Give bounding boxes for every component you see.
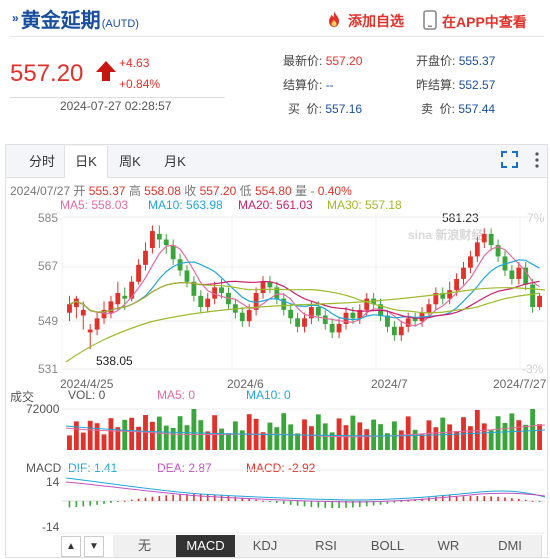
more-vertical-icon[interactable]	[534, 151, 540, 174]
scroll-down-button[interactable]: ▼	[84, 536, 104, 557]
max-price-label: 581.23	[442, 211, 479, 225]
phone-icon	[423, 10, 437, 33]
fullscreen-icon[interactable]	[501, 151, 518, 173]
prev-settle-label: 昨结算:	[416, 78, 456, 92]
tab-monthly-k[interactable]: 月K	[164, 154, 186, 169]
indicator-tab-macd[interactable]: MACD	[176, 535, 236, 557]
up-arrow-icon	[95, 60, 117, 87]
tab-timeshare[interactable]: 分时	[28, 154, 55, 169]
indicator-tab-none[interactable]: 无	[113, 535, 177, 557]
instrument-name: 黄金延期	[20, 10, 101, 32]
ohlc-low: 554.80	[254, 184, 292, 198]
settle-price-value: --	[325, 78, 334, 92]
price-tick-531: 531	[38, 362, 59, 376]
price-tick-567: 567	[38, 259, 59, 273]
last-price: 557.20	[10, 60, 84, 87]
volume-ma10: MA10: 0	[246, 388, 291, 402]
watermark: sina 新浪财经	[408, 228, 484, 242]
tab-weekly-k[interactable]: 周K	[119, 154, 141, 169]
double-chevron-icon: »	[12, 11, 19, 25]
open-price-value: 555.37	[458, 54, 496, 68]
ohlc-close-label: 收	[184, 184, 197, 198]
price-change: +4.63	[119, 56, 150, 70]
ohlc-close: 557.20	[199, 184, 237, 198]
prev-settle-row: 昨结算: 552.57	[416, 76, 495, 93]
ma5-legend: MA5: 558.03	[60, 198, 129, 212]
price-tick-585: 585	[38, 211, 59, 225]
date-tick-3: 2024/7/27	[493, 377, 547, 391]
min-price-label: 538.05	[96, 354, 133, 368]
macd-dif: DIF: 1.41	[68, 461, 118, 475]
date-tick-1: 2024/6	[227, 377, 264, 391]
ohlc-vol-label: 量	[295, 184, 308, 198]
ohlc-high-label: 高	[128, 184, 141, 198]
scroll-up-button[interactable]: ▲	[61, 536, 81, 557]
buy-price-label: 买 价:	[288, 102, 323, 116]
volume-tick: 72000	[26, 402, 60, 416]
open-price-label: 开盘价:	[416, 54, 456, 68]
date-tick-0: 2024/4/25	[60, 377, 114, 391]
pct-tick-bottom: -3%	[522, 362, 544, 376]
ohlc-pct: 0.40%	[317, 184, 352, 198]
add-watchlist-label: 添加自选	[348, 12, 404, 29]
instrument-code: (AUTD)	[101, 18, 139, 30]
macd-title: MACD	[26, 461, 62, 475]
sell-price-label: 卖 价:	[421, 102, 456, 116]
macd-value: MACD: -2.92	[246, 461, 316, 475]
buy-price-value: 557.16	[325, 102, 363, 116]
macd-tick-top: 14	[46, 475, 60, 489]
latest-price-row: 最新价: 557.20	[283, 52, 362, 69]
macd-tick-bottom: -14	[42, 520, 60, 534]
header-divider	[10, 36, 544, 37]
ohlc-vol: -	[310, 184, 315, 198]
pct-tick-top: 7%	[527, 211, 545, 225]
ma30-legend: MA30: 557.18	[327, 198, 402, 212]
settle-price-label: 结算价:	[283, 78, 323, 92]
page-title: » 黄金延期(AUTD)	[12, 4, 139, 33]
volume-ma5: MA5: 0	[157, 388, 196, 402]
buy-price-row: 买 价: 557.16	[288, 100, 362, 117]
ohlc-high: 558.08	[144, 184, 181, 198]
ohlc-info: 2024/07/27 开 555.37 高 558.08 收 557.20 低 …	[10, 182, 352, 199]
ma10-legend: MA10: 563.98	[148, 198, 223, 212]
macd-dea: DEA: 2.87	[157, 461, 212, 475]
sell-price-row: 卖 价: 557.44	[421, 100, 495, 117]
date-tick-2: 2024/7	[371, 377, 408, 391]
quote-datetime: 2024-07-27 02:28:57	[60, 99, 172, 113]
tab-daily-k[interactable]: 日K	[64, 146, 108, 178]
latest-price-value: 557.20	[325, 54, 363, 68]
fire-icon	[325, 10, 343, 31]
ohlc-low-label: 低	[239, 184, 252, 198]
ohlc-date: 2024/07/27	[10, 184, 71, 198]
indicator-tab-rsi[interactable]: RSI	[295, 535, 358, 557]
prev-settle-value: 552.57	[458, 78, 496, 92]
quote-divider	[10, 97, 225, 98]
ohlc-open-label: 开	[73, 184, 86, 198]
volume-title: 成交	[10, 390, 35, 404]
indicator-tab-boll[interactable]: BOLL	[357, 535, 419, 557]
indicator-tab-dmi[interactable]: DMI	[479, 535, 542, 557]
indicator-tab-kdj[interactable]: KDJ	[235, 535, 296, 557]
price-tick-549: 549	[38, 314, 59, 328]
open-price-row: 开盘价: 555.37	[416, 52, 495, 69]
add-watchlist-button[interactable]: 添加自选	[325, 10, 404, 31]
volume-vol: VOL: 0	[68, 388, 106, 402]
latest-price-label: 最新价:	[283, 54, 323, 68]
view-in-app-button[interactable]: 在APP中查看	[423, 10, 527, 33]
indicator-tab-wr[interactable]: WR	[418, 535, 480, 557]
sell-price-value: 557.44	[458, 102, 496, 116]
ohlc-open: 555.37	[88, 184, 126, 198]
ma20-legend: MA20: 561.03	[238, 198, 313, 212]
price-change-pct: +0.84%	[119, 77, 161, 91]
settle-price-row: 结算价: --	[283, 76, 334, 93]
view-in-app-label: 在APP中查看	[442, 13, 527, 30]
chart-panel	[5, 144, 548, 558]
